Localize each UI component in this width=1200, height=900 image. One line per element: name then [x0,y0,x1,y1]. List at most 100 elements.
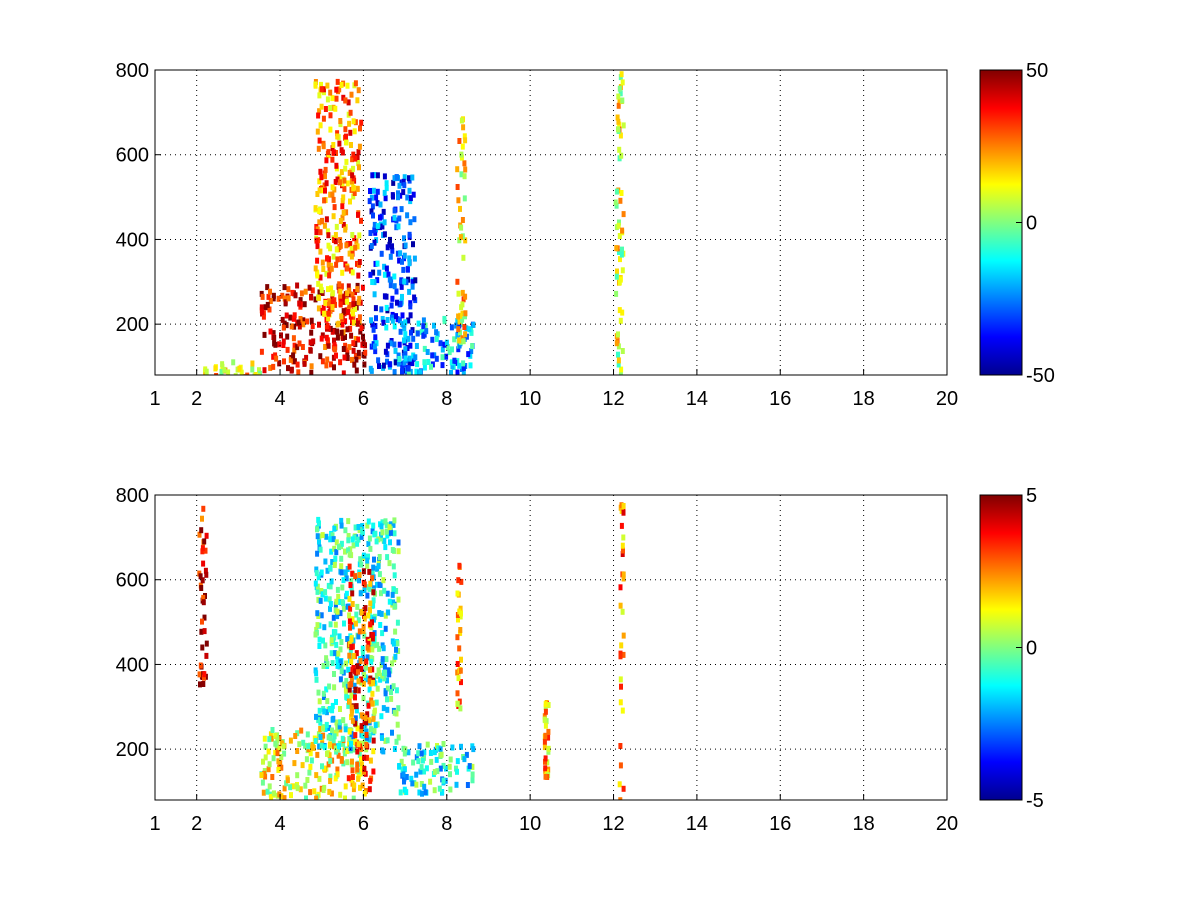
heatmap-cell [371,326,376,333]
heatmap-cell [280,316,285,323]
heatmap-cell [407,231,412,238]
heatmap-cell [401,189,406,196]
heatmap-cell [414,754,419,761]
heatmap-cell [391,586,396,593]
heatmap-cell [379,306,384,313]
heatmap-cell [335,771,340,778]
heatmap-cell [338,706,342,712]
heatmap-cell [464,751,469,758]
heatmap-cell [354,703,359,710]
heatmap-cell [380,747,385,754]
heatmap-cell [619,683,623,690]
heatmap-cell [317,187,322,194]
heatmap-cell [350,616,355,623]
heatmap-cell [347,302,352,308]
heatmap-cell [391,179,396,186]
heatmap-cell [353,738,358,745]
heatmap-cell [348,649,353,656]
heatmap-cell [368,580,373,587]
heatmap-cell [353,620,358,627]
heatmap-cell [328,564,333,571]
heatmap-cell [330,304,335,311]
heatmap-cell [380,734,384,741]
heatmap-cell [365,644,370,651]
heatmap-cell [616,331,620,338]
heatmap-cell [335,176,340,183]
heatmap-cell [335,334,340,341]
heatmap-cell [455,184,460,190]
heatmap-cell [369,243,374,249]
heatmap-cell [367,678,372,685]
heatmap-cell [260,293,265,300]
heatmap-cell [295,785,300,792]
heatmap-cell [455,661,460,667]
heatmap-cell [355,540,360,547]
heatmap-cell [316,574,321,581]
heatmap-cell [404,774,409,780]
heatmap-cell [332,671,336,677]
heatmap-cell [360,528,365,535]
heatmap-cell [365,754,370,761]
heatmap-cell [346,666,351,673]
heatmap-cell [305,731,310,738]
heatmap-cell [368,230,373,236]
heatmap-cell [198,662,203,669]
heatmap-cell [349,578,354,585]
heatmap-cell [300,762,305,769]
heatmap-cell [330,290,335,297]
heatmap-cell [268,298,273,304]
heatmap-cell [334,162,339,169]
heatmap-cell [318,274,323,281]
heatmap-cell [279,740,284,747]
heatmap-cell [233,373,238,375]
heatmap-cell [342,681,347,688]
heatmap-cell [351,786,356,793]
heatmap-cell [336,752,341,759]
heatmap-cell [364,664,368,671]
heatmap-cell [619,502,624,509]
heatmap-cell [461,369,466,375]
heatmap-cell [318,283,323,290]
heatmap-cell [282,785,287,792]
heatmap-cell [621,122,626,129]
heatmap-cell [361,668,366,675]
heatmap-cell [619,190,624,196]
heatmap-cell [546,745,551,752]
heatmap-cell [396,194,400,201]
heatmap-cell [329,548,334,555]
heatmap-cell [463,331,468,338]
heatmap-cell [257,370,262,375]
heatmap-cell [351,193,356,200]
heatmap-cell [456,577,461,584]
heatmap-cell [313,265,318,272]
heatmap-cell [362,581,367,588]
heatmap-cell [295,361,300,368]
heatmap-cell [350,172,355,179]
heatmap-cell [367,198,372,205]
heatmap-cell [338,719,343,726]
heatmap-cell [326,761,331,768]
heatmap-cell [371,768,376,775]
heatmap-cell [366,541,371,547]
heatmap-cell [313,82,318,89]
heatmap-cell [345,298,350,305]
heatmap-cell [365,562,370,569]
heatmap-cell [402,182,407,189]
heatmap-cell [368,545,373,552]
heatmap-cell [356,633,361,640]
heatmap-cell [458,667,463,674]
heatmap-cell [462,133,467,140]
x-tick-label: 14 [686,813,708,835]
heatmap-cell [322,310,327,317]
heatmap-cell [618,372,623,375]
colorbar-tick-label: 50 [1026,60,1048,82]
heatmap-cell [327,706,332,712]
heatmap-cell [197,531,202,538]
heatmap-cell [323,726,328,732]
x-tick-label: 14 [686,388,708,410]
heatmap-cell [355,766,360,773]
heatmap-cell [372,221,377,228]
heatmap-cell [335,78,340,85]
heatmap-cell [356,149,361,156]
heatmap-cell [387,671,392,678]
